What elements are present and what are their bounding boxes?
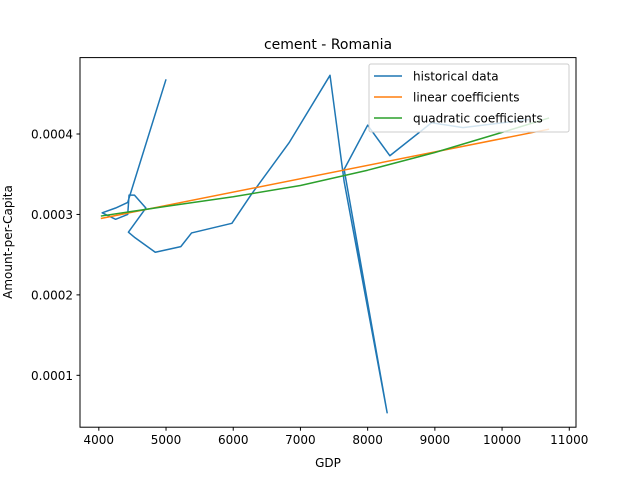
- legend-box: [368, 63, 570, 133]
- y-tick-label: 0.0003: [31, 208, 73, 222]
- y-tick-label: 0.0004: [31, 128, 73, 142]
- x-tick-label: 6000: [218, 433, 249, 447]
- y-tick-label: 0.0001: [31, 369, 73, 383]
- x-tick-label: 9000: [420, 433, 451, 447]
- y-tick-label: 0.0002: [31, 288, 73, 302]
- x-axis: 4000 5000 6000 7000 8000 9000 10000 11000: [84, 427, 588, 447]
- legend-label: quadratic coefficients: [413, 112, 543, 126]
- x-tick-label: 4000: [84, 433, 115, 447]
- x-axis-label: GDP: [315, 456, 341, 470]
- legend: historical data linear coefficients quadra…: [368, 63, 570, 133]
- historical-data-line: [101, 74, 530, 414]
- series-layer: [100, 74, 550, 414]
- x-tick-label: 8000: [352, 433, 383, 447]
- x-tick-label: 5000: [151, 433, 182, 447]
- y-axis: 0.0001 0.0002 0.0003 0.0004: [31, 128, 80, 383]
- x-tick-label: 11000: [550, 433, 588, 447]
- x-tick-label: 7000: [285, 433, 316, 447]
- x-tick-label: 10000: [483, 433, 521, 447]
- legend-label: historical data: [413, 70, 499, 84]
- legend-label: linear coefficients: [413, 91, 520, 105]
- quadratic-coefficients-line: [100, 117, 550, 217]
- chart-title: cement - Romania: [264, 37, 392, 53]
- linear-coefficients-line: [100, 128, 550, 220]
- y-axis-label: Amount-per-Capita: [1, 185, 15, 299]
- plot-frame: [79, 57, 577, 428]
